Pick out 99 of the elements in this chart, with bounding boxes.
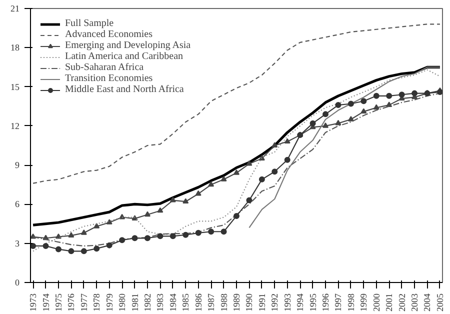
x-tick-label: 1977 [78, 293, 89, 312]
x-tick-label: 2004 [422, 293, 432, 312]
x-tick-label: 2003 [410, 293, 420, 312]
point [80, 230, 87, 235]
y-tick-label: 9 [15, 160, 20, 170]
point [412, 90, 418, 96]
point [322, 122, 329, 128]
point [144, 235, 150, 242]
point [322, 111, 329, 118]
point [106, 219, 112, 224]
x-tick-label: 1974 [40, 293, 51, 312]
x-tick-label: 1992 [270, 294, 280, 312]
legend-label: Sub-Saharan Africa [65, 62, 144, 73]
point [348, 116, 354, 122]
x-tick-label: 1988 [218, 293, 229, 312]
legend-label: Middle East and North Africa [65, 84, 184, 95]
legend-label: Advanced Economies [65, 29, 152, 40]
x-tick-label: 1975 [53, 293, 64, 312]
point [234, 212, 240, 219]
point [310, 120, 316, 126]
point [246, 160, 252, 166]
x-tick-label: 1973 [28, 293, 38, 312]
point [68, 232, 74, 238]
x-tick-label: 1998 [346, 293, 356, 312]
point [94, 246, 100, 252]
point [360, 98, 367, 104]
point [373, 104, 380, 110]
point [68, 248, 74, 254]
x-tick-label: 1989 [232, 293, 242, 312]
x-tick-label: 1990 [244, 293, 254, 312]
x-tick-label: 1995 [308, 293, 318, 312]
point [272, 142, 278, 148]
point [157, 233, 164, 240]
point [386, 92, 392, 99]
x-tick-label: 1986 [193, 293, 204, 312]
point [195, 230, 202, 236]
x-tick-label: 1981 [130, 294, 140, 312]
x-tick-label: 1980 [117, 293, 128, 312]
x-tick-label: 1979 [104, 293, 114, 312]
point [348, 100, 354, 107]
y-tick-label: 15 [10, 82, 20, 92]
line-series [248, 66, 441, 228]
x-tick-label: 2002 [396, 294, 407, 312]
y-tick-label: 0 [15, 278, 20, 288]
legend-label: Latin America and Caribbean [65, 51, 184, 62]
point [144, 211, 150, 217]
y-tick-label: 12 [10, 120, 20, 131]
point [284, 156, 290, 163]
x-tick-label: 1984 [168, 293, 178, 312]
x-tick-label: 1994 [295, 293, 306, 312]
point [272, 168, 278, 175]
point [360, 108, 367, 114]
x-tick-label: 1987 [206, 293, 216, 312]
point [246, 197, 252, 204]
x-tick-label: 1978 [92, 293, 102, 312]
y-tick-label: 3 [15, 238, 20, 248]
x-tick-label: 1991 [256, 294, 267, 312]
point [398, 92, 405, 98]
point [220, 228, 227, 235]
x-tick-label: 1993 [282, 293, 292, 312]
x-tick-label: 2000 [371, 293, 382, 312]
point [42, 242, 49, 249]
x-tick-label: 1996 [320, 293, 331, 312]
legend-label: Full Sample [65, 18, 114, 29]
point [182, 232, 189, 238]
point [195, 190, 202, 196]
point [119, 237, 126, 244]
point [157, 207, 164, 213]
point [55, 246, 62, 252]
x-tick-label: 1976 [66, 293, 76, 312]
x-tick-label: 2001 [384, 294, 394, 312]
point [106, 242, 112, 248]
point [335, 102, 342, 108]
point [94, 223, 100, 228]
point [80, 248, 87, 254]
point [170, 233, 176, 240]
x-tick-label: 2005 [434, 293, 445, 312]
point [208, 181, 214, 187]
point [182, 198, 189, 204]
point [234, 170, 240, 175]
x-tick-label: 1982 [142, 294, 152, 312]
x-tick-label: 1997 [333, 293, 344, 312]
point [284, 138, 290, 144]
point [30, 242, 36, 249]
y-tick-label: 18 [10, 42, 20, 53]
x-tick-label: 1983 [155, 293, 166, 312]
point [208, 228, 214, 235]
x-tick-label: 1999 [358, 293, 369, 312]
point [373, 92, 380, 99]
legend-label: Emerging and Developing Asia [65, 40, 191, 51]
y-tick-label: 6 [15, 199, 20, 210]
y-tick-label: 21 [10, 4, 20, 14]
point [132, 235, 138, 242]
x-tick-label: 1985 [180, 293, 191, 312]
point [170, 196, 176, 202]
point [335, 120, 342, 126]
point [220, 176, 227, 182]
point [258, 176, 265, 182]
legend-label: Transition Economies [65, 73, 153, 84]
